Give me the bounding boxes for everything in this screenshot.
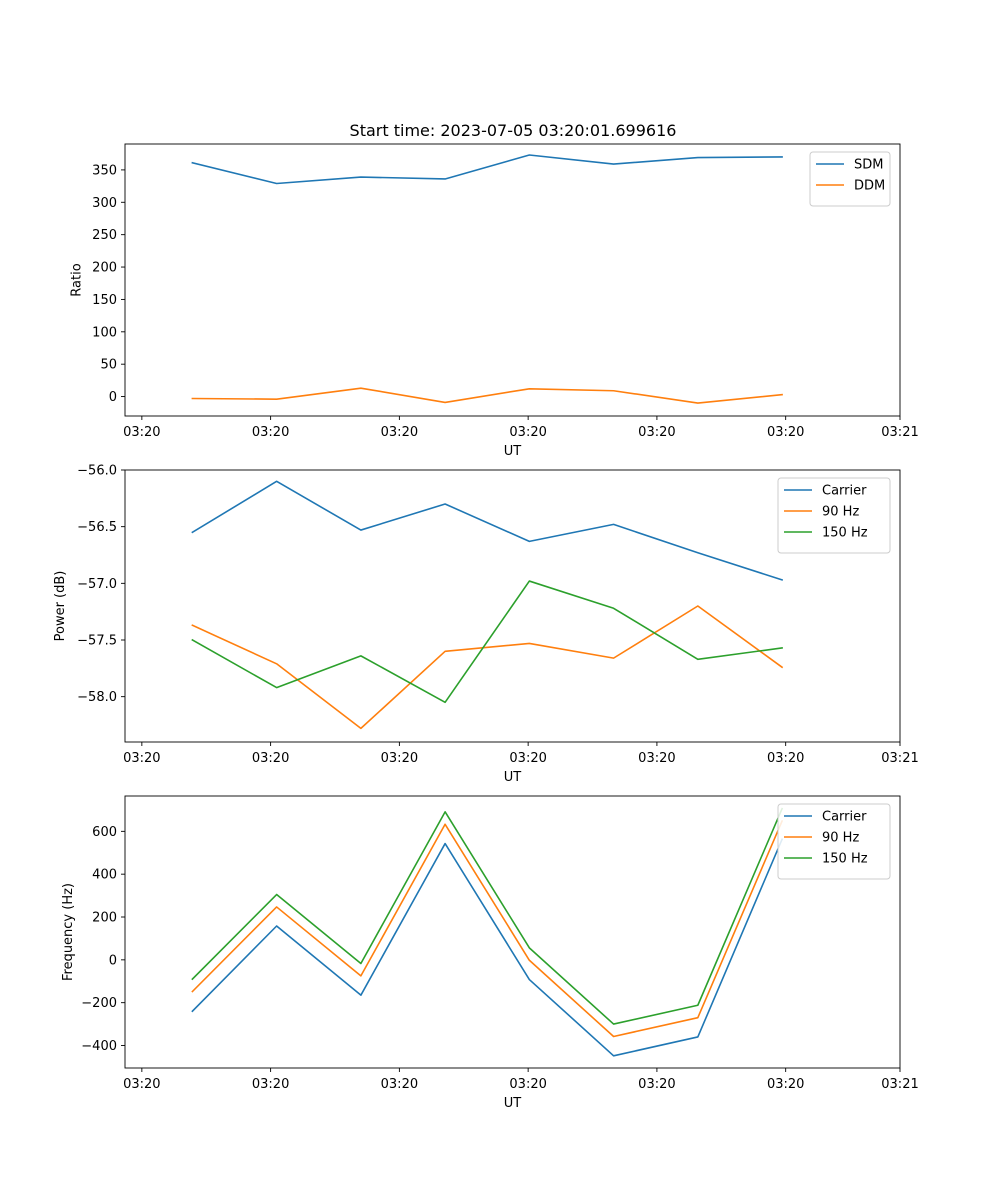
y-axis-label: Power (dB) <box>53 571 68 642</box>
series-line-carrier <box>191 480 784 581</box>
legend-entry-label: DDM <box>854 179 885 194</box>
series-line-90-hz <box>191 820 784 1038</box>
x-tick-label: 03:21 <box>881 425 918 440</box>
x-tick-label: 03:20 <box>123 425 160 440</box>
x-tick-label: 03:20 <box>381 751 418 766</box>
series-line-90-hz <box>191 605 784 730</box>
legend-entry-label: SDM <box>854 158 883 173</box>
y-axis-label: Frequency (Hz) <box>61 883 76 981</box>
x-tick-label: 03:20 <box>252 425 289 440</box>
figure-title: Start time: 2023-07-05 03:20:01.699616 <box>350 121 677 140</box>
legend-box <box>809 151 891 207</box>
x-tick-label: 03:20 <box>638 751 675 766</box>
y-tick-label: −200 <box>81 996 117 1011</box>
x-tick-label: 03:20 <box>509 751 546 766</box>
legend: Carrier 90 Hz 150 Hz <box>777 803 891 880</box>
chart-panel-1: 03:20 03:20 03:20 03:20 03:20 03:20 03:21 0 50 10… <box>69 143 919 459</box>
y-tick-label: −400 <box>81 1039 117 1054</box>
x-tick-label: 03:20 <box>252 1077 289 1092</box>
y-tick-label: 300 <box>92 196 117 211</box>
y-tick-label: 200 <box>92 911 117 926</box>
x-tick-label: 03:20 <box>123 751 160 766</box>
legend: SDM DDM <box>809 151 891 207</box>
legend-entry-label: 90 Hz <box>822 831 859 846</box>
x-tick-label: 03:20 <box>767 751 804 766</box>
x-tick-label: 03:20 <box>252 751 289 766</box>
y-tick-label: 200 <box>92 261 117 276</box>
axes-frame <box>124 469 901 743</box>
legend-entry-label: 150 Hz <box>822 852 868 867</box>
x-tick-label: 03:20 <box>638 1077 675 1092</box>
y-tick-label: −57.0 <box>77 577 117 592</box>
y-tick-label: 150 <box>92 293 117 308</box>
series-line-ddm <box>191 387 783 404</box>
y-tick-label: 0 <box>109 390 117 405</box>
x-tick-label: 03:20 <box>767 425 804 440</box>
legend-box <box>777 803 891 880</box>
axes-frame <box>124 795 901 1069</box>
axes-frame <box>124 143 901 417</box>
y-tick-label: 0 <box>109 953 117 968</box>
x-tick-label: 03:20 <box>767 1077 804 1092</box>
legend-entry-label: 150 Hz <box>822 526 868 541</box>
x-tick-label: 03:20 <box>638 425 675 440</box>
y-tick-label: 250 <box>92 228 117 243</box>
x-tick-label: 03:21 <box>881 1077 918 1092</box>
y-tick-label: −58.0 <box>77 690 117 705</box>
x-axis-label: UT <box>504 444 522 459</box>
x-tick-label: 03:20 <box>123 1077 160 1092</box>
legend-box <box>777 477 891 554</box>
series-line-carrier <box>191 838 784 1057</box>
series-line-150-hz <box>191 807 784 1025</box>
legend-entry-label: Carrier <box>822 484 867 499</box>
y-tick-label: 600 <box>92 825 117 840</box>
x-tick-label: 03:20 <box>381 1077 418 1092</box>
y-tick-label: 400 <box>92 868 117 883</box>
legend-entry-label: 90 Hz <box>822 505 859 520</box>
legend: Carrier 90 Hz 150 Hz <box>777 477 891 554</box>
y-tick-label: −56.5 <box>77 520 117 535</box>
x-tick-label: 03:20 <box>509 1077 546 1092</box>
x-axis-label: UT <box>504 1096 522 1111</box>
x-tick-label: 03:20 <box>509 425 546 440</box>
y-tick-label: 100 <box>92 325 117 340</box>
x-axis-label: UT <box>504 770 522 785</box>
y-tick-label: 350 <box>92 163 117 178</box>
x-tick-label: 03:21 <box>881 751 918 766</box>
chart-panel-2: 03:20 03:20 03:20 03:20 03:20 03:20 03:21 −58.0… <box>53 464 919 786</box>
y-tick-label: −56.0 <box>77 464 117 479</box>
y-tick-label: 50 <box>100 358 117 373</box>
y-tick-label: −57.5 <box>77 634 117 649</box>
x-tick-label: 03:20 <box>381 425 418 440</box>
series-line-150-hz <box>191 580 783 704</box>
legend-entry-label: Carrier <box>822 810 867 825</box>
series-line-sdm <box>191 154 783 185</box>
chart-panel-3: 03:20 03:20 03:20 03:20 03:20 03:20 03:21 −400 −… <box>61 795 919 1111</box>
y-axis-label: Ratio <box>69 263 84 296</box>
